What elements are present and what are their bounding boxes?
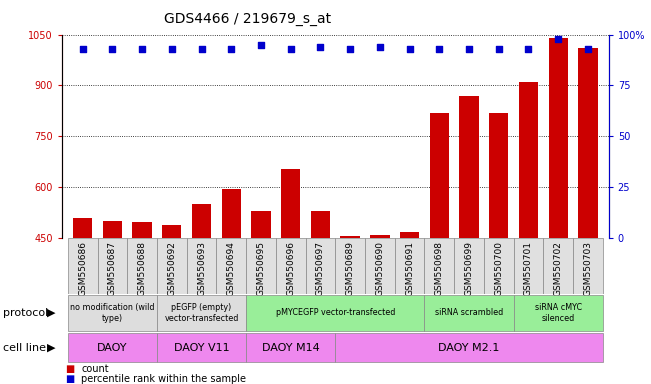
Point xyxy=(256,42,266,48)
Bar xyxy=(311,211,330,384)
Bar xyxy=(162,225,182,384)
Text: GSM550693: GSM550693 xyxy=(197,241,206,296)
Text: GSM550699: GSM550699 xyxy=(465,241,473,296)
Text: GSM550688: GSM550688 xyxy=(137,241,146,296)
Point xyxy=(137,46,147,52)
Bar xyxy=(68,333,157,362)
Bar xyxy=(251,211,271,384)
Point xyxy=(167,46,177,52)
Bar xyxy=(246,238,276,294)
Text: GSM550694: GSM550694 xyxy=(227,241,236,296)
Bar xyxy=(484,238,514,294)
Point xyxy=(464,46,474,52)
Point xyxy=(583,46,593,52)
Bar xyxy=(276,238,305,294)
Bar xyxy=(281,169,300,384)
Bar xyxy=(549,38,568,384)
Text: DAOY M14: DAOY M14 xyxy=(262,343,320,353)
Bar xyxy=(305,238,335,294)
Text: siRNA cMYC
silenced: siRNA cMYC silenced xyxy=(534,303,582,323)
Point xyxy=(493,46,504,52)
Point xyxy=(286,46,296,52)
Bar xyxy=(132,222,152,384)
Text: GSM550687: GSM550687 xyxy=(108,241,117,296)
Bar xyxy=(157,333,246,362)
Text: GSM550691: GSM550691 xyxy=(405,241,414,296)
Text: no modification (wild
type): no modification (wild type) xyxy=(70,303,155,323)
Bar xyxy=(73,218,92,384)
Point xyxy=(523,46,534,52)
Text: DAOY M2.1: DAOY M2.1 xyxy=(438,343,500,353)
Point xyxy=(315,44,326,50)
Bar xyxy=(216,238,246,294)
Point xyxy=(553,36,563,42)
Point xyxy=(374,44,385,50)
Text: GDS4466 / 219679_s_at: GDS4466 / 219679_s_at xyxy=(164,12,331,25)
Bar xyxy=(514,295,603,331)
Text: pMYCEGFP vector-transfected: pMYCEGFP vector-transfected xyxy=(275,308,395,318)
Point xyxy=(345,46,355,52)
Bar xyxy=(103,221,122,384)
Text: ■: ■ xyxy=(65,364,74,374)
Text: GSM550701: GSM550701 xyxy=(524,241,533,296)
Text: GSM550690: GSM550690 xyxy=(376,241,384,296)
Bar xyxy=(365,238,395,294)
Bar xyxy=(519,82,538,384)
Bar xyxy=(430,113,449,384)
Bar xyxy=(340,237,360,384)
Bar xyxy=(187,238,216,294)
Text: GSM550700: GSM550700 xyxy=(494,241,503,296)
Bar xyxy=(246,333,335,362)
Text: ▶: ▶ xyxy=(47,308,55,318)
Text: percentile rank within the sample: percentile rank within the sample xyxy=(81,374,246,384)
Text: ▶: ▶ xyxy=(47,343,55,353)
Bar xyxy=(157,295,246,331)
Bar xyxy=(246,295,424,331)
Bar xyxy=(514,238,544,294)
Text: count: count xyxy=(81,364,109,374)
Point xyxy=(434,46,445,52)
Bar xyxy=(573,238,603,294)
Point xyxy=(107,46,118,52)
Bar xyxy=(424,238,454,294)
Text: DAOY: DAOY xyxy=(97,343,128,353)
Text: GSM550692: GSM550692 xyxy=(167,241,176,296)
Bar xyxy=(221,189,241,384)
Point xyxy=(226,46,236,52)
Bar xyxy=(127,238,157,294)
Text: GSM550689: GSM550689 xyxy=(346,241,355,296)
Text: GSM550703: GSM550703 xyxy=(583,241,592,296)
Bar xyxy=(68,238,98,294)
Bar xyxy=(454,238,484,294)
Text: siRNA scrambled: siRNA scrambled xyxy=(435,308,503,318)
Text: ■: ■ xyxy=(65,374,74,384)
Bar xyxy=(335,238,365,294)
Text: protocol: protocol xyxy=(3,308,49,318)
Text: GSM550695: GSM550695 xyxy=(256,241,266,296)
Point xyxy=(404,46,415,52)
Bar xyxy=(578,48,598,384)
Point xyxy=(197,46,207,52)
Text: cell line: cell line xyxy=(3,343,46,353)
Text: DAOY V11: DAOY V11 xyxy=(174,343,229,353)
Text: pEGFP (empty)
vector-transfected: pEGFP (empty) vector-transfected xyxy=(164,303,239,323)
Bar xyxy=(395,238,424,294)
Bar xyxy=(544,238,573,294)
Bar xyxy=(98,238,127,294)
Bar xyxy=(192,204,211,384)
Bar xyxy=(400,232,419,384)
Bar xyxy=(460,96,478,384)
Point xyxy=(77,46,88,52)
Text: GSM550702: GSM550702 xyxy=(553,241,562,296)
Text: GSM550696: GSM550696 xyxy=(286,241,295,296)
Bar xyxy=(335,333,603,362)
Bar xyxy=(68,295,157,331)
Bar xyxy=(489,113,508,384)
Text: GSM550686: GSM550686 xyxy=(78,241,87,296)
Bar xyxy=(157,238,187,294)
Text: GSM550697: GSM550697 xyxy=(316,241,325,296)
Bar xyxy=(370,235,389,384)
Text: GSM550698: GSM550698 xyxy=(435,241,444,296)
Bar xyxy=(424,295,514,331)
